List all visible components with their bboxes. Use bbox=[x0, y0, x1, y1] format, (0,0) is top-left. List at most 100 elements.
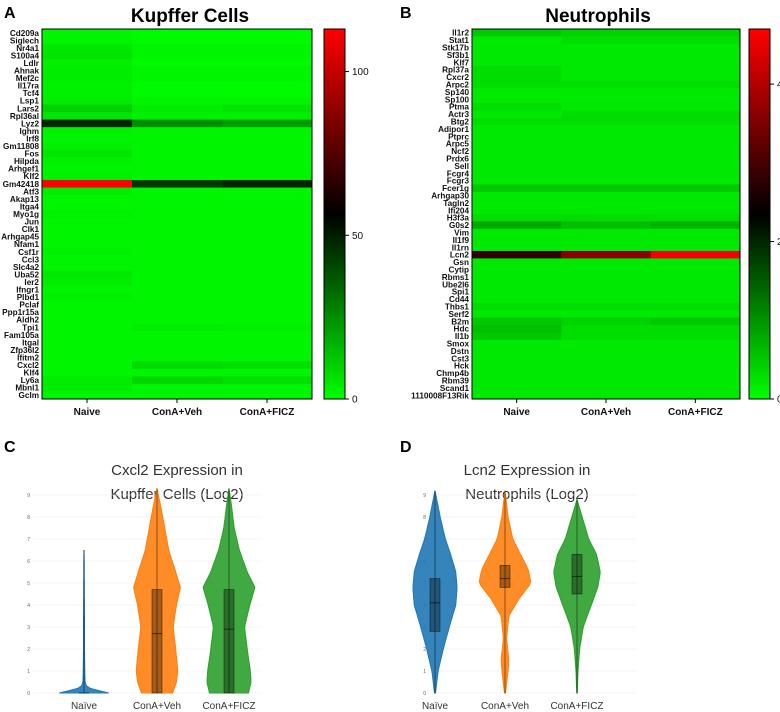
heatmap-cell-neutrophils bbox=[561, 273, 652, 281]
heatmap-cell-neutrophils bbox=[650, 162, 741, 170]
heatmap-cell-kupffer bbox=[132, 232, 223, 241]
heatmap-cell-kupffer bbox=[222, 29, 313, 37]
violin-box-cxcl2 bbox=[151, 589, 163, 694]
column-label-kupffer: ConA+FICZ bbox=[240, 407, 295, 418]
violin-title-cxcl2: Cxcl2 Expression in bbox=[111, 462, 243, 479]
heatmap-cell-kupffer bbox=[42, 346, 133, 355]
heatmap-cell-kupffer bbox=[42, 240, 133, 249]
heatmap-cell-kupffer bbox=[42, 225, 133, 234]
heatmap-cell-neutrophils bbox=[472, 376, 562, 385]
row-label-kupffer: Zfp36l2 bbox=[10, 346, 39, 355]
heatmap-cell-kupffer bbox=[42, 89, 133, 98]
heatmap-cell-kupffer bbox=[132, 270, 223, 279]
heatmap-cell-kupffer bbox=[42, 338, 133, 347]
panel-label-c: C bbox=[4, 439, 16, 456]
heatmap-cell-kupffer bbox=[132, 172, 223, 181]
heatmap-cell-neutrophils bbox=[472, 206, 562, 215]
row-label-neutrophils: Ptprc bbox=[448, 132, 469, 141]
heatmap-cell-neutrophils bbox=[561, 228, 652, 237]
heatmap-cell-neutrophils bbox=[561, 110, 652, 119]
row-label-neutrophils: Spi1 bbox=[452, 288, 470, 297]
row-label-neutrophils: Btg2 bbox=[451, 118, 470, 127]
colorbar-tick-label-neutrophils: 40 bbox=[777, 80, 780, 91]
row-label-neutrophils: Fcer1g bbox=[442, 184, 469, 193]
row-label-neutrophils: B2m bbox=[451, 317, 469, 326]
row-label-neutrophils: Stat1 bbox=[449, 36, 469, 45]
heatmap-cell-kupffer bbox=[222, 44, 313, 53]
heatmap-cell-kupffer bbox=[132, 51, 223, 60]
heatmap-cell-neutrophils bbox=[650, 243, 741, 252]
heatmap-cell-neutrophils bbox=[650, 339, 741, 348]
heatmap-cell-kupffer bbox=[132, 134, 223, 143]
row-label-neutrophils: Ifi204 bbox=[448, 206, 469, 215]
heatmap-cell-kupffer bbox=[222, 149, 313, 158]
heatmap-cell-kupffer bbox=[132, 278, 223, 287]
heatmap-cell-kupffer bbox=[222, 164, 313, 173]
row-label-neutrophils: Ube2l6 bbox=[442, 280, 469, 289]
heatmap-cell-kupffer bbox=[42, 217, 133, 226]
heatmap-cell-neutrophils bbox=[472, 140, 562, 148]
heatmap-cell-neutrophils bbox=[561, 376, 652, 385]
heatmap-cell-neutrophils bbox=[650, 191, 741, 200]
violin-shape-cxcl2 bbox=[59, 550, 109, 694]
heatmap-cell-kupffer bbox=[42, 278, 133, 287]
heatmap-cell-neutrophils bbox=[561, 177, 652, 185]
heatmap-cell-neutrophils bbox=[472, 95, 562, 104]
violin-box-lcn2 bbox=[571, 554, 583, 595]
violin-title-lcn2: Lcn2 Expression in bbox=[464, 462, 591, 479]
heatmap-cell-kupffer bbox=[222, 127, 313, 136]
heatmap-cell-neutrophils bbox=[561, 88, 652, 96]
row-label-kupffer: Itgal bbox=[22, 338, 39, 347]
row-label-kupffer: Ier2 bbox=[24, 278, 39, 287]
heatmap-cell-neutrophils bbox=[561, 162, 652, 170]
heatmap-cell-neutrophils bbox=[561, 384, 652, 392]
heatmap-cell-kupffer bbox=[222, 187, 313, 196]
row-label-neutrophils: Ncf2 bbox=[451, 147, 469, 156]
heatmap-cell-neutrophils bbox=[561, 29, 652, 37]
heatmap-cell-kupffer bbox=[42, 104, 133, 113]
violin-category-label-lcn2: ConA+Veh bbox=[481, 701, 529, 712]
heatmap-cell-kupffer bbox=[132, 361, 223, 370]
y-tick-label-lcn2: 1 bbox=[423, 669, 426, 675]
row-label-neutrophils: H3f3a bbox=[447, 214, 470, 223]
heatmap-cell-kupffer bbox=[42, 383, 133, 392]
heatmap-cell-kupffer bbox=[222, 391, 313, 400]
heatmap-cell-kupffer bbox=[42, 376, 133, 385]
heatmap-cell-kupffer bbox=[42, 119, 133, 128]
y-tick-label-cxcl2: 8 bbox=[27, 515, 30, 521]
heatmap-cell-neutrophils bbox=[472, 302, 562, 311]
row-label-kupffer: Ldlr bbox=[24, 59, 40, 68]
violin-shape-cxcl2 bbox=[133, 488, 181, 694]
heatmap-cell-kupffer bbox=[42, 134, 133, 143]
row-label-kupffer: Arhgef1 bbox=[8, 165, 39, 174]
heatmap-cell-kupffer bbox=[132, 331, 223, 339]
heatmap-cell-kupffer bbox=[222, 331, 313, 339]
heatmap-cell-neutrophils bbox=[472, 110, 562, 119]
colorbar-tick-label-kupffer: 100 bbox=[352, 67, 369, 78]
heatmap-cell-neutrophils bbox=[561, 354, 652, 363]
violin-box-lcn2 bbox=[499, 565, 511, 588]
row-label-neutrophils: Thbs1 bbox=[445, 303, 470, 312]
heatmap-cell-neutrophils bbox=[650, 103, 741, 111]
row-label-neutrophils: G0s2 bbox=[449, 221, 469, 230]
heatmap-cell-kupffer bbox=[222, 51, 313, 60]
heatmap-cell-kupffer bbox=[42, 29, 133, 37]
heatmap-cell-kupffer bbox=[42, 331, 133, 339]
violin-category-label-cxcl2: ConA+Veh bbox=[133, 701, 181, 712]
violin-category-label-lcn2: Naïve bbox=[422, 701, 449, 712]
heatmap-cell-kupffer bbox=[222, 74, 313, 83]
heatmap-cell-neutrophils bbox=[561, 288, 652, 296]
row-label-neutrophils: Fcgr4 bbox=[447, 169, 470, 178]
row-label-neutrophils: Smox bbox=[447, 340, 470, 349]
row-label-kupffer: Clk1 bbox=[22, 225, 40, 234]
heatmap-cell-kupffer bbox=[132, 96, 223, 105]
heatmap-cell-neutrophils bbox=[650, 258, 741, 267]
violin-category-label-cxcl2: Naïve bbox=[71, 701, 98, 712]
heatmap-cell-kupffer bbox=[42, 127, 133, 136]
heatmap-cell-neutrophils bbox=[561, 51, 652, 59]
heatmap-cell-neutrophils bbox=[472, 214, 562, 222]
heatmap-cell-kupffer bbox=[132, 368, 223, 377]
row-label-kupffer: Ahnak bbox=[14, 67, 39, 76]
heatmap-cell-neutrophils bbox=[561, 169, 652, 178]
row-label-kupffer: Itga4 bbox=[20, 202, 40, 211]
